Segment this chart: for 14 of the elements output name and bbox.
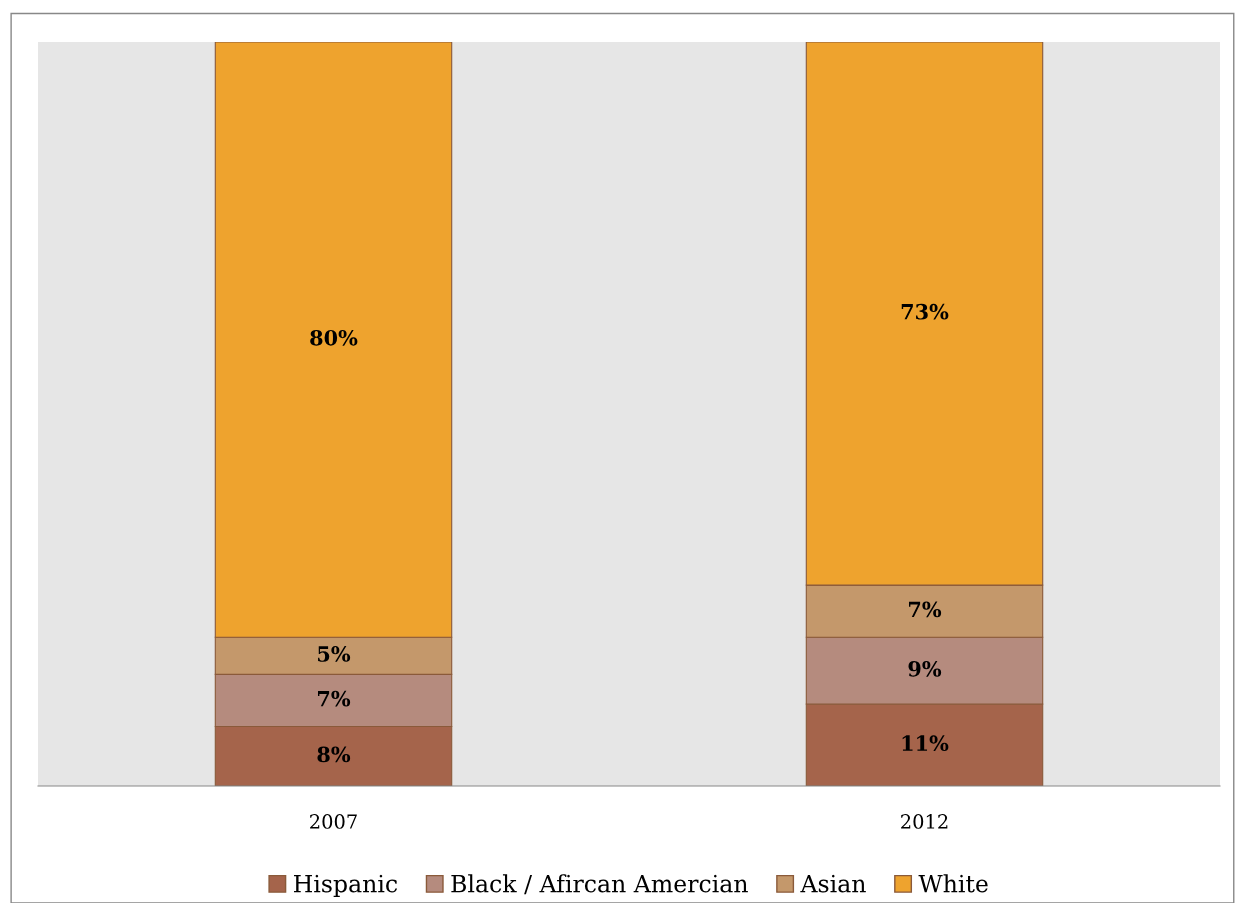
data-label: 8%	[317, 746, 351, 763]
legend-label: Asian	[800, 874, 866, 893]
legend-label: Hispanic	[294, 874, 398, 898]
data-label: 7%	[318, 690, 351, 707]
data-label: 73%	[901, 303, 949, 320]
data-label: 5%	[318, 646, 351, 662]
data-label: 9%	[908, 660, 942, 677]
x-tick-label: 2007	[310, 814, 357, 829]
legend-label: Black / Afircan Amercian	[451, 874, 748, 895]
x-tick-label: 2012	[901, 814, 948, 829]
data-label: 80%	[310, 329, 358, 346]
data-label: 11%	[902, 735, 949, 752]
legend-label: White	[918, 874, 988, 893]
data-label: 7%	[909, 601, 942, 618]
